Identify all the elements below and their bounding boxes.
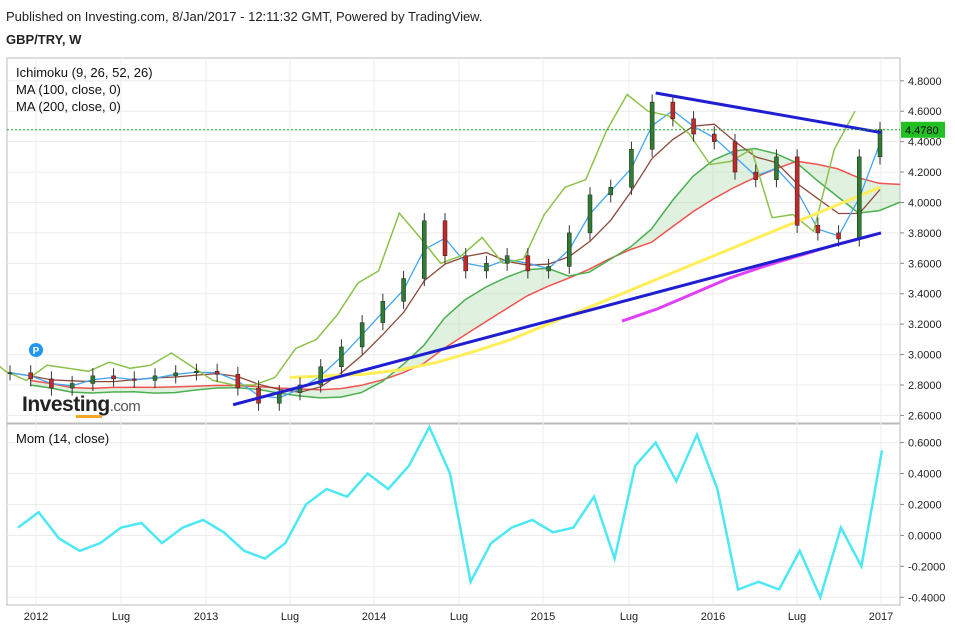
candle-body	[857, 156, 862, 240]
pivot-marker-label: P	[33, 346, 40, 357]
candle-body	[132, 378, 137, 381]
candle-body	[90, 375, 96, 384]
candle-body	[194, 371, 199, 374]
x-tick-label: Lug	[281, 611, 299, 623]
x-tick-label: 2017	[869, 611, 893, 623]
x-tick-label: 2013	[194, 611, 218, 623]
trendline	[655, 91, 882, 134]
y-tick-label: 3.2000	[908, 319, 942, 331]
ma100-label: MA (100, close, 0)	[16, 82, 121, 97]
candle-body	[339, 346, 344, 367]
candle-body	[359, 322, 365, 348]
candle-body	[567, 232, 572, 267]
momentum-pane-frame	[6, 423, 901, 606]
x-tick-label: Lug	[450, 611, 468, 623]
candle-body	[629, 149, 634, 188]
candle-body	[753, 171, 758, 180]
symbol-title: GBP/TRY, W	[6, 32, 82, 47]
candle-body	[28, 372, 33, 380]
candle-body	[712, 133, 717, 142]
x-tick-label: 2015	[531, 611, 555, 623]
y-tick-label: 2.6000	[908, 410, 942, 422]
x-tick-label: Lug	[788, 611, 806, 623]
last-price-label: 4.4780	[905, 125, 939, 137]
candle-body	[235, 374, 241, 389]
candle-body	[173, 372, 178, 377]
candle-body	[546, 266, 551, 272]
candle-body	[836, 232, 841, 240]
x-tick-label: 2012	[24, 611, 48, 623]
candle-body	[484, 263, 489, 272]
y-tick-label: 3.4000	[908, 289, 942, 301]
candle-body	[587, 194, 593, 234]
y-tick-label: 0.2000	[908, 499, 942, 511]
candle-body	[422, 220, 427, 279]
y-tick-label: 0.6000	[908, 438, 942, 450]
candle-body	[670, 101, 676, 120]
candle-body	[463, 255, 468, 272]
candle-body	[69, 383, 75, 389]
candle-body	[380, 301, 386, 323]
x-tick-label: Lug	[112, 611, 130, 623]
y-tick-label: 4.4000	[908, 137, 942, 149]
trendline	[232, 231, 882, 407]
ma100-line	[289, 185, 881, 379]
x-tick-label: 2016	[701, 611, 725, 623]
momentum-line	[17, 424, 884, 601]
candle-body	[49, 378, 54, 389]
candle-body	[794, 156, 800, 226]
candle-body	[691, 118, 696, 135]
candle-body	[7, 372, 13, 375]
candle-body	[152, 375, 158, 381]
last-price-badge	[901, 121, 945, 138]
chikou-span-line	[0, 93, 856, 386]
candle-body	[401, 278, 406, 302]
y-tick-label: 0.0000	[908, 530, 942, 542]
investing-logo: Investing.com	[22, 393, 141, 418]
y-tick-label: 4.0000	[908, 197, 942, 209]
candle-body	[815, 225, 821, 234]
candle-body	[256, 387, 261, 404]
y-tick-label: 3.8000	[908, 228, 942, 240]
logo-suffix: .com	[109, 398, 141, 415]
ichimoku-cloud	[30, 148, 900, 398]
candle-body	[732, 141, 738, 173]
momentum-label: Mom (14, close)	[16, 431, 110, 446]
y-tick-label: 4.2000	[908, 167, 942, 179]
senkou-span-a-line	[29, 147, 901, 399]
candle-body	[214, 371, 220, 375]
x-tick-label: 2014	[362, 611, 386, 623]
candle-body	[649, 101, 655, 150]
candle-body	[774, 156, 779, 180]
candle-body	[111, 375, 116, 380]
y-tick-label: 4.8000	[908, 76, 942, 88]
publish-info: Published on Investing.com, 8/Jan/2017 -…	[6, 9, 483, 24]
candle-body	[442, 220, 448, 256]
candle-body	[525, 255, 531, 272]
ichimoku-label: Ichimoku (9, 26, 52, 26)	[16, 65, 153, 80]
logo-name: Investing	[22, 393, 110, 416]
y-tick-label: 4.6000	[908, 106, 942, 118]
y-tick-label: 0.4000	[908, 469, 942, 481]
y-tick-label: 3.0000	[908, 350, 942, 362]
x-tick-label: Lug	[620, 611, 638, 623]
logo-bar	[76, 415, 102, 418]
main-pane-frame	[6, 57, 901, 424]
y-tick-label: -0.2000	[908, 561, 945, 573]
y-tick-label: 2.8000	[908, 380, 942, 392]
y-tick-label: -0.4000	[908, 592, 945, 604]
candle-body	[318, 366, 323, 386]
pivot-marker-icon	[29, 343, 43, 357]
y-tick-label: 3.6000	[908, 258, 942, 270]
candle-body	[504, 255, 510, 264]
ma200-label: MA (200, close, 0)	[16, 99, 121, 114]
candle-body	[608, 187, 613, 196]
